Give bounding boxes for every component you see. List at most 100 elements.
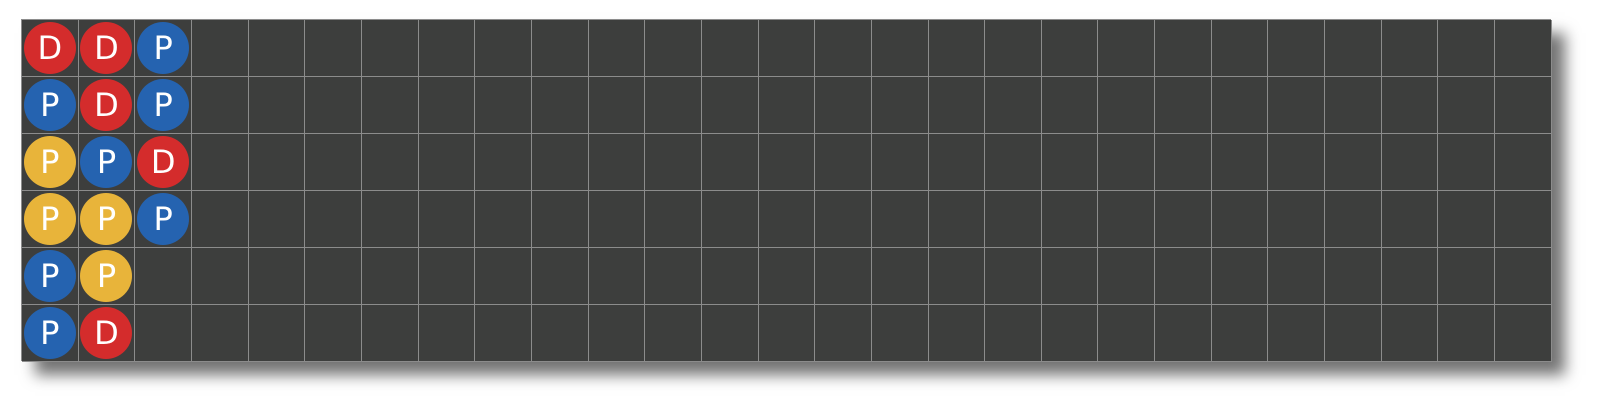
grid-cell: P	[22, 191, 79, 248]
grid-cell	[985, 20, 1042, 77]
grid-cell: P	[22, 248, 79, 305]
grid-cell	[1268, 305, 1326, 362]
grid-cell	[1495, 191, 1552, 248]
bead-p[interactable]: P	[137, 22, 190, 74]
grid-cell	[758, 20, 816, 77]
bead-p[interactable]: P	[23, 79, 76, 131]
grid-cell	[1325, 191, 1382, 248]
bead-p[interactable]: P	[80, 193, 133, 245]
grid-cell	[985, 134, 1042, 191]
grid-cell	[361, 77, 419, 134]
grid-cell	[1495, 134, 1552, 191]
grid-cell	[1438, 134, 1496, 191]
grid-cell	[1438, 248, 1496, 305]
grid-cell	[1268, 20, 1326, 77]
grid-cell	[1325, 77, 1382, 134]
bead-p[interactable]: P	[137, 193, 190, 245]
grid-cell: P	[78, 248, 136, 305]
grid-cell	[1155, 134, 1212, 191]
grid-cell	[588, 305, 646, 362]
grid-cell	[1211, 20, 1269, 77]
grid-cell	[305, 20, 362, 77]
grid-cell	[758, 77, 816, 134]
grid-cell	[248, 305, 306, 362]
grid-cell	[1381, 77, 1439, 134]
grid-cell	[1041, 77, 1099, 134]
grid-cell	[645, 20, 702, 77]
grid-cell: P	[135, 77, 192, 134]
grid-cell	[531, 20, 589, 77]
bead-p[interactable]: P	[23, 250, 76, 302]
grid-cell	[1495, 305, 1552, 362]
grid-cell	[1325, 305, 1382, 362]
grid-cell	[758, 305, 816, 362]
grid-cell	[928, 20, 986, 77]
grid-cell	[1268, 77, 1326, 134]
grid-cell	[1041, 134, 1099, 191]
grid-cell: P	[135, 20, 192, 77]
bead-d[interactable]: D	[23, 22, 76, 74]
grid-cell	[361, 305, 419, 362]
grid-cell	[1211, 77, 1269, 134]
grid-cell	[871, 134, 929, 191]
bead-p[interactable]: P	[137, 79, 190, 131]
grid-cell	[1438, 77, 1496, 134]
bead-p[interactable]: P	[80, 136, 133, 188]
grid-cell	[305, 248, 362, 305]
grid-cell	[248, 20, 306, 77]
grid-cell	[191, 191, 249, 248]
grid-cell	[645, 191, 702, 248]
bead-p[interactable]: P	[80, 250, 133, 302]
grid-cell	[475, 20, 532, 77]
grid-cell	[701, 134, 759, 191]
grid-cell	[1211, 305, 1269, 362]
grid-cell	[1041, 248, 1099, 305]
grid-cell	[985, 77, 1042, 134]
grid-cell	[248, 248, 306, 305]
bead-p[interactable]: P	[23, 193, 76, 245]
grid-cell: P	[78, 191, 136, 248]
grid-cell	[1041, 191, 1099, 248]
grid-cell	[645, 134, 702, 191]
grid-cell: P	[22, 305, 79, 362]
grid-cell	[305, 191, 362, 248]
grid-cell	[871, 305, 929, 362]
grid-cell	[191, 134, 249, 191]
grid-cell	[1041, 20, 1099, 77]
grid-cell	[1381, 20, 1439, 77]
bead-p[interactable]: P	[23, 307, 76, 359]
grid-cell	[701, 20, 759, 77]
grid-cell	[1268, 248, 1326, 305]
grid-cell	[1438, 20, 1496, 77]
grid-cell	[758, 191, 816, 248]
grid-cell	[758, 248, 816, 305]
bead-p[interactable]: P	[23, 136, 76, 188]
grid-cell	[1495, 248, 1552, 305]
grid-cell: D	[78, 77, 136, 134]
grid-cell	[1438, 305, 1496, 362]
grid-cell	[361, 191, 419, 248]
bead-d[interactable]: D	[80, 307, 133, 359]
grid-cell	[645, 248, 702, 305]
grid-cell	[645, 77, 702, 134]
grid-cell: D	[78, 20, 136, 77]
grid-cell	[418, 134, 476, 191]
grid-cell	[191, 248, 249, 305]
grid-cell	[248, 134, 306, 191]
grid-cell	[645, 305, 702, 362]
grid-cell	[871, 248, 929, 305]
grid-cell	[305, 134, 362, 191]
grid-cell	[248, 191, 306, 248]
grid-cell	[361, 20, 419, 77]
bead-d[interactable]: D	[80, 22, 133, 74]
grid-cell: D	[135, 134, 192, 191]
bead-d[interactable]: D	[80, 79, 133, 131]
grid-cell: P	[22, 77, 79, 134]
grid-cell	[1211, 248, 1269, 305]
grid-cell	[418, 191, 476, 248]
grid-cell	[305, 305, 362, 362]
bead-d[interactable]: D	[137, 136, 190, 188]
grid-cell	[135, 305, 192, 362]
